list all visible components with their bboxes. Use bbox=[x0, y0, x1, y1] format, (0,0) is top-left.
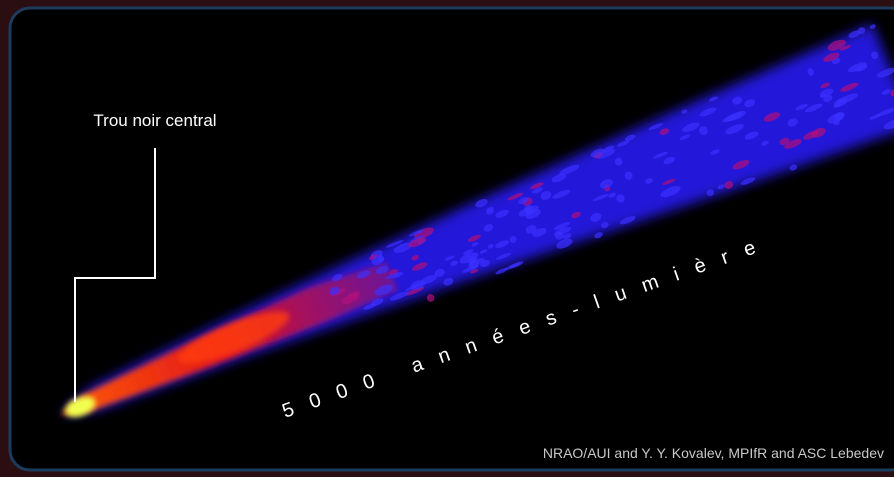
callout-label: Trou noir central bbox=[93, 111, 216, 130]
credit: NRAO/AUI and Y. Y. Kovalev, MPIfR and AS… bbox=[543, 445, 884, 461]
image: Trou noir central 5000 années-lumière NR… bbox=[0, 0, 894, 477]
page: {"labels": {"black_hole": "Trou noir cen… bbox=[0, 0, 894, 477]
